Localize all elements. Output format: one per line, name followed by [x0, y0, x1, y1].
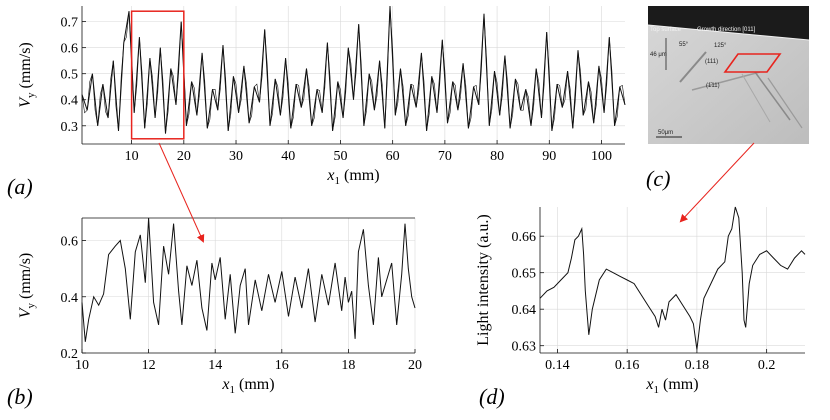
x-axis-label: x1 (mm)	[326, 167, 379, 187]
x-tick-label: 40	[281, 149, 295, 164]
zoom-highlight-box	[130, 10, 185, 140]
x-tick-label: 100	[591, 149, 612, 164]
x-tick-label: 10	[125, 149, 139, 164]
series-line-0	[81, 5, 626, 134]
y-tick-label: 0.6	[61, 42, 79, 57]
y-axis-label: Light intensity (a.u.)	[475, 214, 492, 346]
x-tick-label: 90	[542, 149, 556, 164]
series-line-detail	[81, 5, 626, 134]
y-tick-label: 0.6	[61, 235, 79, 250]
micrograph: Top surface Growth direction [011] 55° 1…	[647, 6, 810, 144]
x-tick-label: 0.14	[545, 358, 570, 373]
x-axis-label: x1 (mm)	[645, 376, 698, 396]
panel-label-b: (b)	[7, 384, 33, 409]
micrograph-label-plane1: (111)	[705, 59, 718, 65]
x-tick-label: 0.2	[758, 358, 776, 373]
y-tick-label: 0.66	[512, 230, 537, 245]
micrograph-edge	[647, 24, 810, 41]
micrograph-label-angle125: 125°	[714, 43, 727, 49]
y-tick-label: 0.63	[512, 340, 537, 355]
chart-a: 10 20 30 40 50 60 70 80 90 100 0.3 0.4 0.5 0.6 0.7 x1 (…	[17, 5, 626, 187]
micrograph-line-5	[741, 73, 771, 123]
x-tick-label: 16	[275, 358, 289, 373]
y-tick-label: 0.7	[61, 16, 79, 31]
micrograph-label-growth: Growth direction [011]	[697, 27, 756, 33]
y-tick-label: 0.64	[512, 303, 537, 318]
micrograph-label-angle55: 55°	[679, 42, 689, 48]
micrograph-label-plane2: (1̄11)	[706, 83, 720, 89]
plot-area	[81, 217, 416, 354]
y-axis-label: Vy (mm/s)	[17, 42, 37, 108]
micrograph-highlight-box	[723, 53, 782, 73]
panel-label-a: (a)	[7, 174, 33, 199]
x-tick-label: 10	[75, 358, 89, 373]
chart-b: 10 12 14 16 18 20 0.2 0.4 0.6 x1 (mm) Vy (mm/s)	[17, 217, 422, 396]
y-tick-label: 0.65	[512, 267, 537, 282]
x-tick-label: 20	[408, 358, 422, 373]
panel-label-c: (c)	[646, 166, 670, 191]
micrograph-line-3	[754, 71, 791, 121]
micrograph-dark-top	[648, 6, 809, 40]
zoom-arrow-a-to-b	[158, 142, 205, 243]
y-tick-label: 0.4	[61, 94, 79, 109]
chart-d: 0.14 0.16 0.18 0.2 0.63 0.64 0.65 0.66 x1 (mm) Li…	[475, 206, 806, 396]
zoom-arrow-c-to-d	[679, 142, 755, 223]
series-line-0	[539, 206, 806, 350]
y-tick-label: 0.3	[61, 120, 79, 135]
x-tick-label: 20	[177, 149, 191, 164]
y-tick-label: 0.5	[61, 68, 79, 83]
panel-label-d: (d)	[479, 384, 505, 409]
micrograph-label-depth: 46 μm	[650, 52, 667, 58]
x-tick-label: 12	[142, 358, 156, 373]
y-tick-label: 0.2	[61, 347, 79, 362]
micrograph-label-top-surface: Top surface	[650, 27, 682, 33]
x-tick-label: 60	[386, 149, 400, 164]
x-tick-label: 50	[333, 149, 347, 164]
x-tick-label: 14	[208, 358, 222, 373]
plot-area	[539, 206, 806, 354]
micrograph-line-2	[691, 71, 761, 91]
x-tick-label: 0.16	[615, 358, 640, 373]
x-tick-label: 0.18	[685, 358, 710, 373]
micrograph-scalebar-label: 50μm	[658, 130, 673, 136]
x-tick-label: 80	[490, 149, 504, 164]
micrograph-line-4	[767, 77, 803, 129]
y-axis-label: Vy (mm/s)	[17, 253, 37, 319]
y-tick-label: 0.4	[61, 291, 79, 306]
x-tick-label: 70	[438, 149, 452, 164]
x-axis-label: x1 (mm)	[221, 376, 274, 396]
x-tick-label: 18	[341, 358, 355, 373]
micrograph-line-1	[679, 51, 707, 83]
plot-area	[81, 5, 626, 145]
x-tick-label: 30	[229, 149, 243, 164]
series-line-0	[81, 217, 416, 342]
